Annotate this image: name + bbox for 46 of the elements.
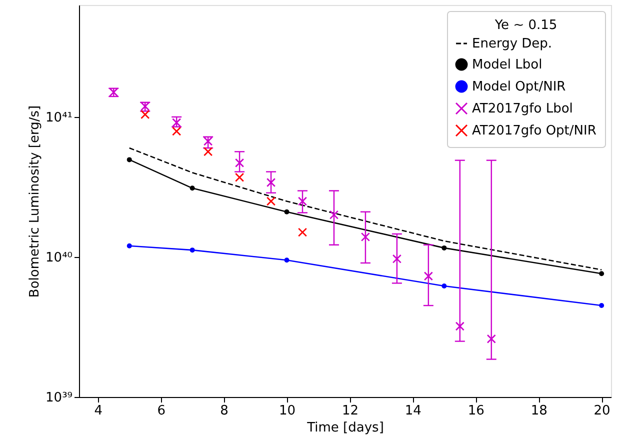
x-tick-label: 8	[220, 404, 228, 418]
point	[234, 158, 244, 168]
point	[190, 186, 195, 191]
point	[203, 136, 213, 146]
point	[486, 334, 496, 344]
point	[442, 284, 447, 289]
x-tick-label: 6	[157, 404, 166, 418]
y-axis-title: Bolometric Luminosity [erg/s]	[28, 105, 43, 298]
point	[442, 245, 447, 250]
point	[298, 196, 308, 206]
point	[284, 209, 290, 214]
point	[140, 110, 150, 120]
point	[266, 178, 276, 188]
point	[126, 157, 132, 162]
point	[266, 196, 276, 206]
y-tick-label: 10³⁹	[46, 390, 72, 406]
x-tick-label: 10	[278, 404, 296, 418]
legend-title: Ye ~ 0.15	[494, 18, 558, 33]
point	[126, 243, 132, 248]
point	[329, 210, 339, 220]
y-tick-label: 10⁴¹	[46, 110, 72, 126]
x-axis-title: Time [days]	[306, 420, 384, 436]
x-tick-label: 4	[94, 404, 103, 418]
point	[392, 254, 402, 264]
point	[599, 271, 604, 276]
x-tick-label: 12	[342, 404, 358, 418]
point	[455, 322, 464, 331]
legend-label: AT2017gfo Opt/NIR	[472, 124, 596, 138]
point	[203, 147, 213, 156]
point	[599, 303, 604, 308]
legend-label: Model Opt/NIR	[472, 80, 566, 94]
point	[190, 248, 195, 253]
x-tick-label: 18	[530, 404, 548, 418]
legend-label: Model Lbol	[472, 58, 542, 72]
point	[172, 126, 182, 136]
y-tick-label: 10⁴⁰	[46, 250, 72, 266]
x-tick-label: 20	[594, 404, 610, 418]
point	[298, 228, 308, 237]
x-tick-label: 14	[404, 404, 422, 418]
point	[284, 258, 290, 263]
point	[234, 172, 244, 182]
point	[424, 272, 433, 281]
legend-label: Energy Dep.	[472, 36, 552, 52]
point	[360, 232, 370, 242]
x-tick-label: 16	[468, 404, 484, 418]
legend-label: AT2017gfo Lbol	[472, 102, 573, 116]
